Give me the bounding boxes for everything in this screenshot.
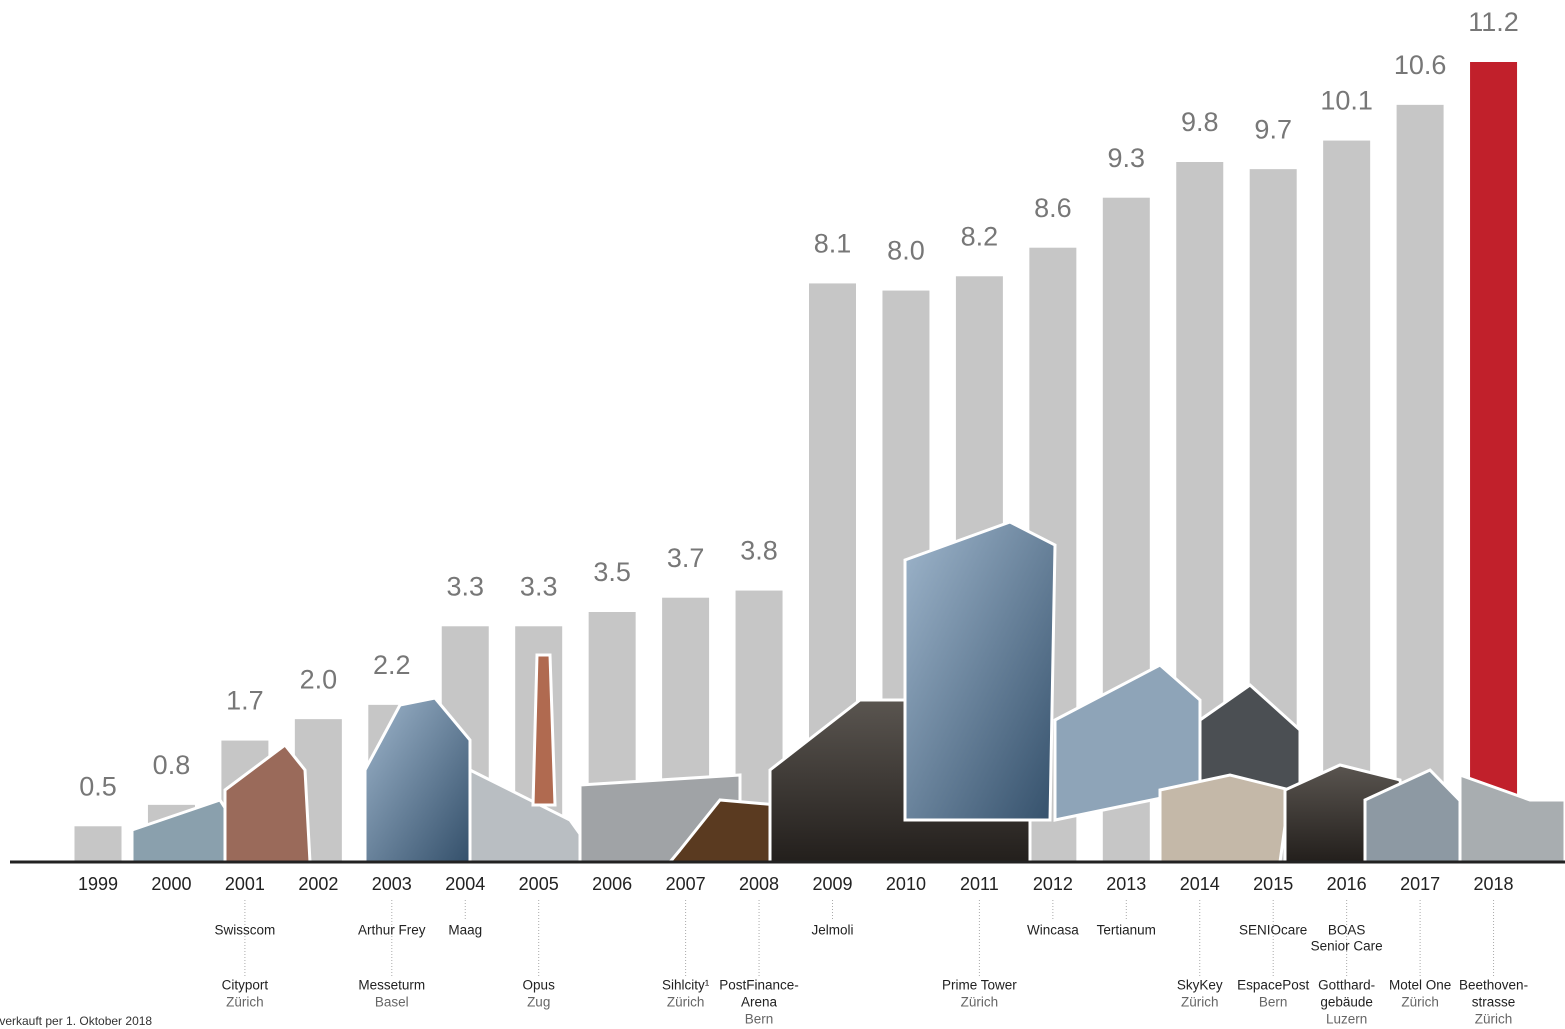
x-tick-label: 2004 — [445, 874, 485, 894]
x-tick-label: 2010 — [886, 874, 926, 894]
property-label: PostFinance- — [719, 978, 799, 993]
value-label: 9.7 — [1254, 114, 1292, 144]
x-tick-label: 2003 — [372, 874, 412, 894]
value-label: 11.2 — [1468, 7, 1519, 37]
tenant-label: Wincasa — [1027, 923, 1079, 938]
tenant-label: Maag — [448, 923, 482, 938]
tenant-label: SENIOcare — [1239, 923, 1307, 938]
value-label: 3.8 — [740, 536, 778, 566]
property-label: Luzern — [1326, 1012, 1367, 1027]
tenant-label: Senior Care — [1311, 939, 1383, 954]
property-label: Beethoven- — [1459, 978, 1528, 993]
property-label: Basel — [375, 995, 409, 1010]
x-tick-label: 2006 — [592, 874, 632, 894]
value-label: 10.1 — [1320, 86, 1373, 116]
property-label: Zürich — [961, 995, 999, 1010]
x-tick-label: 1999 — [78, 874, 118, 894]
value-label: 9.3 — [1108, 143, 1146, 173]
tenant-label: BOAS — [1328, 923, 1366, 938]
x-tick-label: 2018 — [1474, 874, 1514, 894]
tenant-label: Tertianum — [1097, 923, 1156, 938]
bar — [1396, 104, 1444, 863]
value-label: 2.2 — [373, 650, 411, 680]
property-label: strasse — [1472, 995, 1516, 1010]
x-tick-label: 2016 — [1327, 874, 1367, 894]
tenant-label: Jelmoli — [811, 923, 853, 938]
bar — [1470, 62, 1518, 862]
labels: 0.5 1999 0.8 2000 1.7 2001 Swisscom Cityport Zür… — [78, 7, 1528, 1026]
property-label: Opus — [523, 978, 556, 993]
footnote: ¹ verkauft per 1. Oktober 2018 — [0, 1014, 152, 1028]
value-label: 3.3 — [446, 571, 484, 601]
property-label: EspacePost — [1237, 978, 1309, 993]
property-label: Gotthard- — [1318, 978, 1375, 993]
value-label: 3.5 — [593, 557, 631, 587]
property-label: Sihlcity¹ — [662, 978, 710, 993]
x-tick-label: 2013 — [1106, 874, 1146, 894]
property-label: Arena — [741, 995, 778, 1010]
tenant-label: Swisscom — [215, 923, 276, 938]
bar — [1323, 140, 1371, 863]
value-label: 2.0 — [300, 664, 338, 694]
property-label: Messeturm — [358, 978, 425, 993]
x-tick-label: 2000 — [151, 874, 191, 894]
x-tick-label: 2014 — [1180, 874, 1220, 894]
value-label: 3.7 — [667, 543, 705, 573]
x-tick-label: 2015 — [1253, 874, 1293, 894]
value-label: 9.8 — [1181, 107, 1219, 137]
x-tick-label: 2009 — [812, 874, 852, 894]
property-label: Cityport — [222, 978, 269, 993]
value-label: 10.6 — [1394, 50, 1447, 80]
x-tick-label: 2017 — [1400, 874, 1440, 894]
x-tick-label: 2005 — [519, 874, 559, 894]
property-label: Zürich — [667, 995, 705, 1010]
property-label: Zürich — [226, 995, 264, 1010]
property-label: Zürich — [1475, 1012, 1513, 1027]
value-label: 0.5 — [79, 771, 117, 801]
property-label: Motel One — [1389, 978, 1451, 993]
value-label: 8.1 — [814, 229, 852, 259]
property-label: Zürich — [1181, 995, 1219, 1010]
x-tick-label: 2012 — [1033, 874, 1073, 894]
property-label: Prime Tower — [942, 978, 1017, 993]
value-label: 8.2 — [961, 221, 999, 251]
x-tick-label: 2007 — [666, 874, 706, 894]
value-label: 8.0 — [887, 236, 925, 266]
building-illustrations — [130, 520, 1565, 864]
value-label: 1.7 — [226, 686, 264, 716]
bar — [74, 826, 122, 862]
property-label: Zug — [527, 995, 550, 1010]
value-label: 8.6 — [1034, 193, 1072, 223]
x-tick-label: 2002 — [298, 874, 338, 894]
x-tick-label: 2001 — [225, 874, 265, 894]
x-tick-label: 2008 — [739, 874, 779, 894]
x-tick-label: 2011 — [960, 874, 999, 894]
tenant-label: Arthur Frey — [358, 923, 426, 938]
property-label: gebäude — [1320, 995, 1373, 1010]
value-label: 3.3 — [520, 571, 558, 601]
property-label: Bern — [1259, 995, 1288, 1010]
property-label: Bern — [745, 1012, 774, 1027]
property-label: SkyKey — [1177, 978, 1223, 993]
value-label: 0.8 — [153, 750, 191, 780]
property-label: Zürich — [1401, 995, 1439, 1010]
